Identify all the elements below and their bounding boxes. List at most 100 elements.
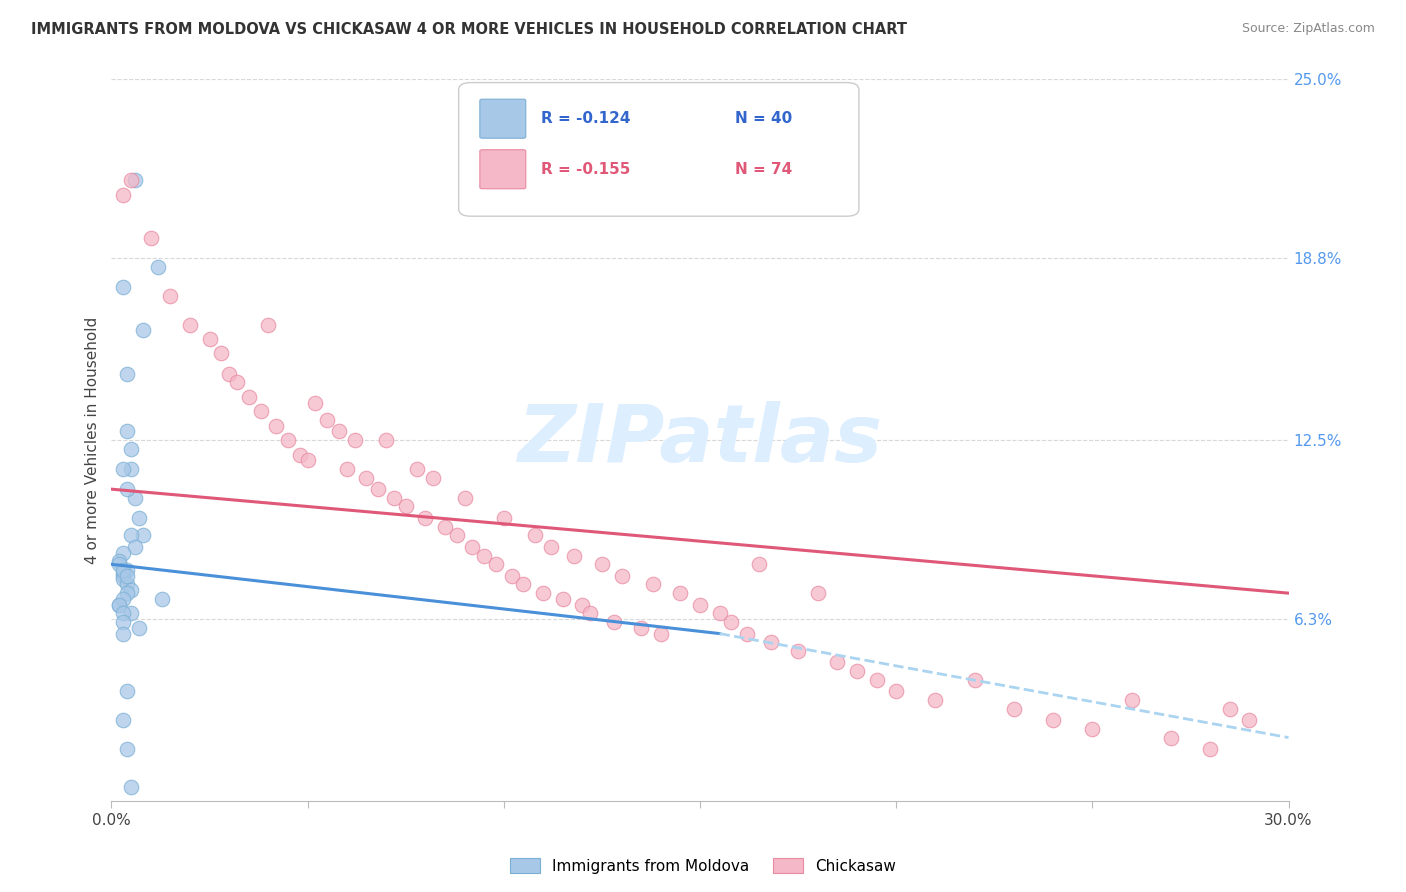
Point xyxy=(115,742,138,756)
Point xyxy=(297,453,319,467)
Point xyxy=(571,598,593,612)
Point xyxy=(112,626,135,640)
Point xyxy=(1199,742,1222,756)
Point xyxy=(356,470,378,484)
Point xyxy=(288,448,311,462)
Point xyxy=(602,615,624,629)
Point xyxy=(1042,713,1064,727)
Point xyxy=(735,626,758,640)
Point xyxy=(226,376,249,390)
Point xyxy=(415,511,437,525)
Point xyxy=(124,173,146,187)
Point xyxy=(139,231,162,245)
Point xyxy=(1219,702,1241,716)
Point xyxy=(579,607,602,621)
FancyBboxPatch shape xyxy=(458,83,859,216)
Point xyxy=(128,621,150,635)
Point xyxy=(492,511,515,525)
Point xyxy=(564,549,586,563)
Point xyxy=(641,577,664,591)
Point xyxy=(720,615,742,629)
Point xyxy=(120,462,142,476)
Point xyxy=(120,528,142,542)
Point xyxy=(112,187,135,202)
Point xyxy=(807,586,830,600)
Point xyxy=(461,540,484,554)
Point xyxy=(551,591,574,606)
Point xyxy=(395,500,418,514)
Point xyxy=(112,563,135,577)
Text: IMMIGRANTS FROM MOLDOVA VS CHICKASAW 4 OR MORE VEHICLES IN HOUSEHOLD CORRELATION: IMMIGRANTS FROM MOLDOVA VS CHICKASAW 4 O… xyxy=(31,22,907,37)
Point xyxy=(124,491,146,505)
Point xyxy=(115,482,138,496)
Point xyxy=(112,546,135,560)
Point xyxy=(540,540,562,554)
Point xyxy=(709,607,731,621)
Point xyxy=(382,491,405,505)
Point xyxy=(1002,702,1025,716)
Point xyxy=(112,713,135,727)
Text: R = -0.155: R = -0.155 xyxy=(541,161,647,177)
Point xyxy=(124,540,146,554)
Point xyxy=(422,470,444,484)
Point xyxy=(1121,693,1143,707)
Point xyxy=(152,591,174,606)
Point xyxy=(963,673,986,687)
Point xyxy=(485,558,508,572)
Point xyxy=(120,583,142,598)
Point xyxy=(787,644,810,658)
Point xyxy=(343,433,366,447)
Point xyxy=(115,586,138,600)
Text: N = 74: N = 74 xyxy=(735,161,793,177)
Point xyxy=(112,615,135,629)
Point xyxy=(249,404,271,418)
Point xyxy=(328,425,350,439)
Point xyxy=(1239,713,1261,727)
Point xyxy=(689,598,711,612)
Point xyxy=(375,433,398,447)
Point xyxy=(115,569,138,583)
Point xyxy=(115,563,138,577)
Point xyxy=(277,433,299,447)
Point xyxy=(112,566,135,580)
Point xyxy=(759,635,782,649)
Point xyxy=(591,558,613,572)
Point xyxy=(120,442,142,456)
Point xyxy=(159,288,181,302)
Text: N = 40: N = 40 xyxy=(735,112,793,126)
Point xyxy=(120,780,142,794)
Point xyxy=(304,395,326,409)
Point xyxy=(238,390,260,404)
Text: R = -0.124: R = -0.124 xyxy=(541,112,647,126)
Legend: Immigrants from Moldova, Chickasaw: Immigrants from Moldova, Chickasaw xyxy=(503,852,903,880)
Point xyxy=(827,656,849,670)
Point xyxy=(115,684,138,698)
Point xyxy=(115,367,138,381)
Point xyxy=(453,491,475,505)
Point xyxy=(112,572,135,586)
Point xyxy=(650,626,672,640)
Point xyxy=(669,586,692,600)
Text: Source: ZipAtlas.com: Source: ZipAtlas.com xyxy=(1241,22,1375,36)
Point xyxy=(128,511,150,525)
Y-axis label: 4 or more Vehicles in Household: 4 or more Vehicles in Household xyxy=(86,317,100,564)
Point xyxy=(884,684,907,698)
Point xyxy=(406,462,429,476)
Point xyxy=(108,598,131,612)
Point xyxy=(524,528,547,542)
Point xyxy=(501,569,523,583)
Point xyxy=(924,693,946,707)
Point xyxy=(112,569,135,583)
Point xyxy=(264,418,287,433)
Point xyxy=(446,528,468,542)
Point xyxy=(120,607,142,621)
Point xyxy=(115,425,138,439)
Point xyxy=(630,621,652,635)
Point xyxy=(115,577,138,591)
Point xyxy=(367,482,389,496)
Point xyxy=(108,554,131,568)
Point xyxy=(112,591,135,606)
Point xyxy=(1081,722,1104,736)
Point xyxy=(865,673,887,687)
Point xyxy=(845,664,868,678)
